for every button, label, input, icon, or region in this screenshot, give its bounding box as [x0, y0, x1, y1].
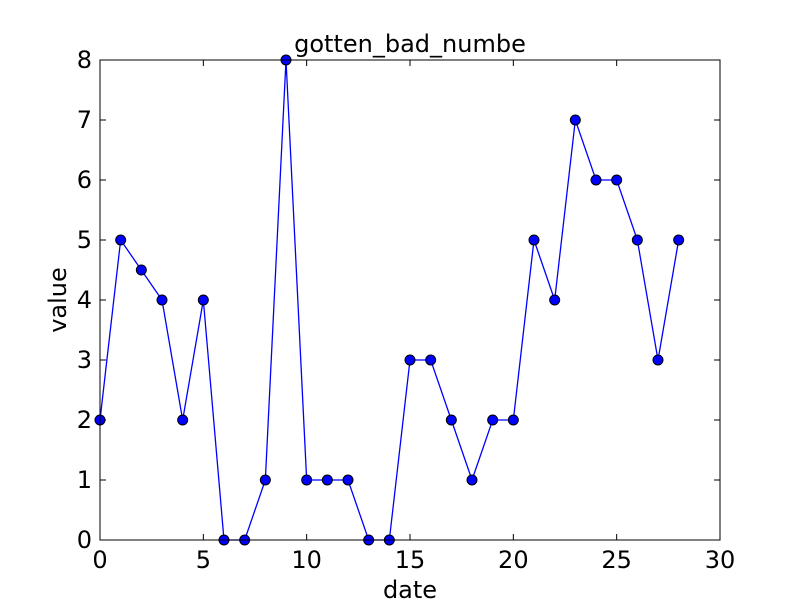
data-point: [445, 414, 457, 426]
x-tick-label: 0: [92, 546, 107, 574]
x-tick-label: 10: [291, 546, 322, 574]
data-point: [611, 174, 623, 186]
data-point: [404, 354, 416, 366]
data-point: [487, 414, 499, 426]
x-tick-label: 5: [196, 546, 211, 574]
series-line: [99, 59, 680, 541]
plot-series: [94, 54, 685, 546]
y-axis-label: value: [44, 267, 72, 333]
y-tick-label: 8: [77, 46, 92, 74]
chart-title: gotten_bad_numbe: [294, 30, 526, 58]
data-point: [197, 294, 209, 306]
data-point: [115, 234, 127, 246]
data-point: [569, 114, 581, 126]
y-tick-label: 4: [77, 286, 92, 314]
data-point: [652, 354, 664, 366]
data-point: [507, 414, 519, 426]
data-point: [321, 474, 333, 486]
y-tick-label: 6: [77, 166, 92, 194]
data-point: [177, 414, 189, 426]
x-axis-label: date: [383, 576, 437, 600]
data-point: [466, 474, 478, 486]
data-point: [631, 234, 643, 246]
data-point: [673, 234, 685, 246]
data-point: [342, 474, 354, 486]
data-point: [528, 234, 540, 246]
data-point: [590, 174, 602, 186]
data-point: [549, 294, 561, 306]
data-point: [156, 294, 168, 306]
y-axis-ticks: 0 1 2 3 4 5 6 7 8: [77, 46, 720, 554]
y-tick-label: 5: [77, 226, 92, 254]
x-tick-label: 25: [601, 546, 632, 574]
plot-area-frame: [99, 59, 721, 541]
x-axis-ticks: 0 5 10 15 20 25 30: [92, 60, 735, 574]
y-tick-label: 1: [77, 466, 92, 494]
data-point: [135, 264, 147, 276]
data-point: [259, 474, 271, 486]
x-tick-label: 15: [395, 546, 426, 574]
y-tick-label: 7: [77, 106, 92, 134]
x-tick-label: 20: [498, 546, 529, 574]
data-point: [301, 474, 313, 486]
y-tick-label: 0: [77, 526, 92, 554]
x-tick-label: 30: [705, 546, 736, 574]
y-tick-label: 2: [77, 406, 92, 434]
data-point: [425, 354, 437, 366]
y-tick-label: 3: [77, 346, 92, 374]
